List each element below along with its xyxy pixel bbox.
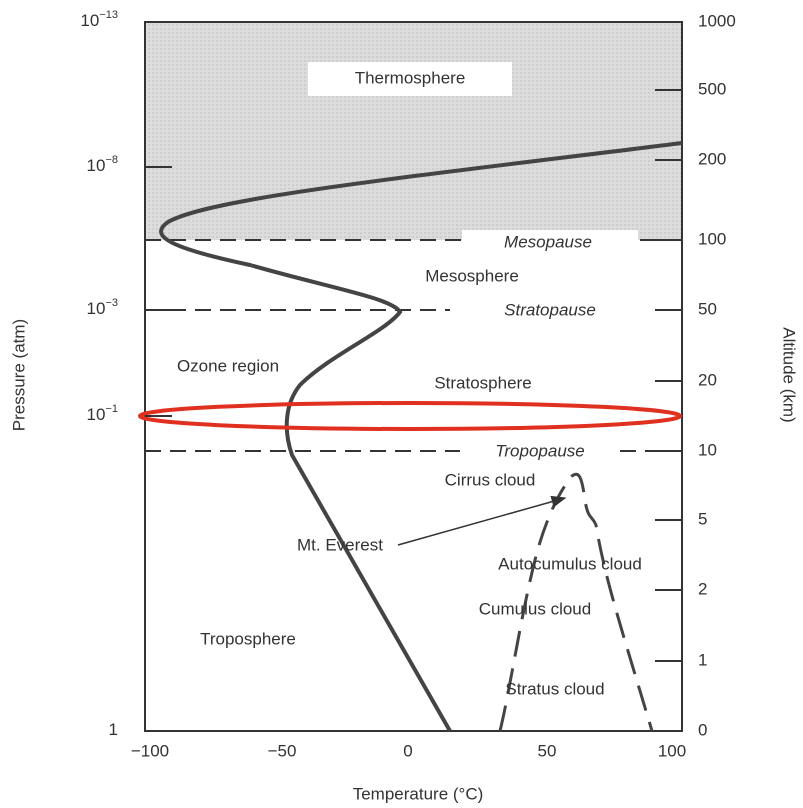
tick-exponent: −13 [99, 9, 118, 21]
tick-base: 1 [109, 720, 118, 739]
boundaries [145, 240, 682, 451]
tick-base: 10 [87, 156, 106, 175]
y-tick-label: 10−13 [80, 9, 118, 31]
highlight-ellipse [140, 403, 680, 429]
tick-exponent: −8 [105, 154, 118, 166]
y-tick-label: 1 [109, 720, 118, 739]
tick-exponent: −3 [105, 297, 118, 309]
region-label: Thermosphere [355, 68, 466, 87]
cloud-label: Autocumulus cloud [498, 554, 642, 573]
y-tick-label: 10−3 [87, 297, 118, 319]
cloud-label: Cumulus cloud [479, 599, 591, 618]
cloud-label: Stratus cloud [505, 679, 604, 698]
x-tick-label: 100 [658, 741, 686, 760]
tick-base: 10 [87, 299, 106, 318]
y2-tick-label: 100 [698, 229, 726, 248]
x-tick-label: 50 [538, 741, 557, 760]
x-tick-label: 0 [403, 741, 412, 760]
region-label: Ozone region [177, 356, 279, 375]
y2-tick-label: 500 [698, 79, 726, 98]
y2-tick-label: 50 [698, 299, 717, 318]
y2-tick-label: 200 [698, 149, 726, 168]
tick-exponent: −1 [105, 403, 118, 415]
y2-tick-label: 0 [698, 720, 707, 739]
y2-tick-label: 1000 [698, 11, 736, 30]
y2-tick-label: 10 [698, 440, 717, 459]
region-label: Mesosphere [425, 266, 519, 285]
y2-tick-label: 5 [698, 509, 707, 528]
diagram: Thermosphere Mesopause Mesosphere Strato… [0, 0, 803, 808]
annotation: Mt. Everest [297, 535, 383, 554]
y-tick-label: 10−8 [87, 154, 118, 176]
y2-tick-label: 1 [698, 650, 707, 669]
region-label: Stratosphere [434, 373, 531, 392]
tick-base: 10 [80, 11, 99, 30]
boundary-label: Tropopause [495, 441, 584, 460]
x-tick-label: −50 [268, 741, 297, 760]
boundary-label: Stratopause [504, 300, 596, 319]
x-tick-label: −100 [131, 741, 169, 760]
y-tick-label: 10−1 [87, 403, 118, 425]
cloud-label: Cirrus cloud [445, 470, 536, 489]
tick-base: 10 [87, 405, 106, 424]
page: Thermosphere Mesopause Mesosphere Strato… [0, 0, 803, 808]
region-label: Troposphere [200, 629, 296, 648]
boundary-label: Mesopause [504, 232, 592, 251]
thermosphere-shade [145, 22, 682, 240]
x-axis-title: Temperature (°C) [353, 784, 484, 803]
y2-axis-title: Altitude (km) [780, 327, 799, 422]
y2-tick-label: 20 [698, 370, 717, 389]
y2-tick-label: 2 [698, 579, 707, 598]
y-axis-title: Pressure (atm) [9, 319, 28, 431]
